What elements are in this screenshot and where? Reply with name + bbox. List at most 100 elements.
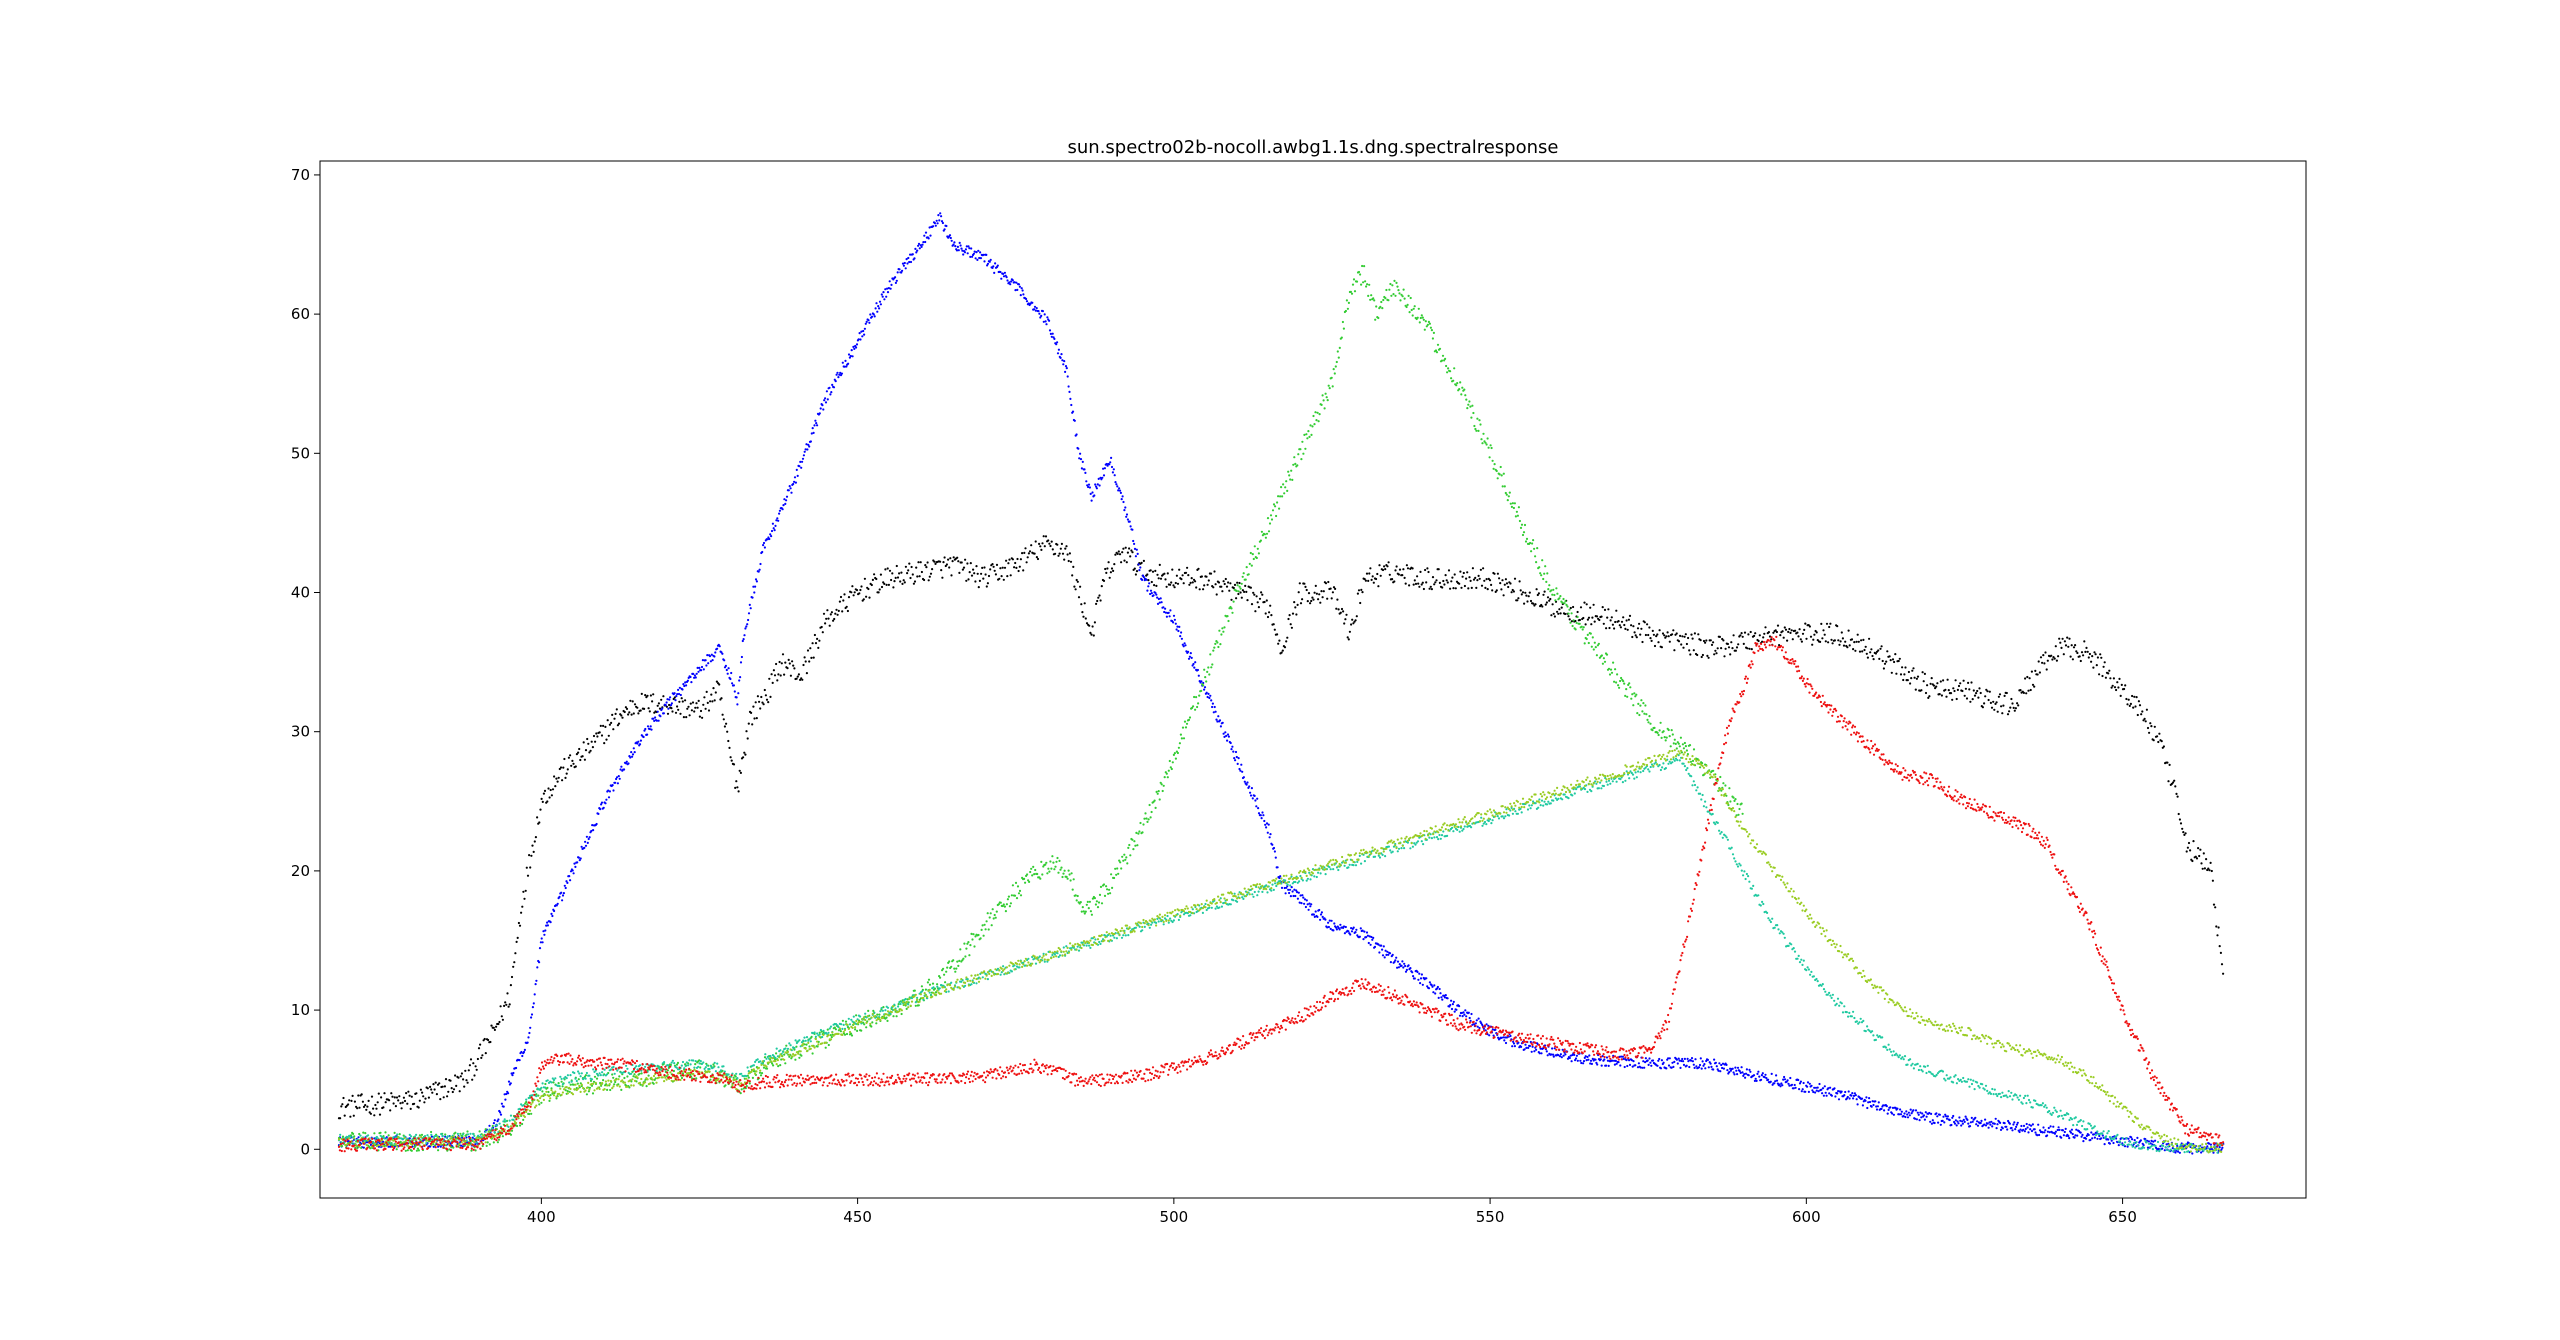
data-point xyxy=(1939,1123,1942,1126)
data-point xyxy=(1204,676,1207,679)
data-point xyxy=(646,733,649,736)
data-point xyxy=(1868,637,1871,640)
data-point xyxy=(966,252,969,255)
data-point xyxy=(543,933,546,936)
data-point xyxy=(1151,570,1155,573)
data-point xyxy=(1590,1062,1593,1065)
data-point xyxy=(689,702,692,705)
data-point xyxy=(1398,292,1401,295)
data-point xyxy=(2219,951,2222,955)
data-point xyxy=(1080,603,1083,606)
data-point xyxy=(1009,283,1012,286)
data-point xyxy=(901,262,905,265)
data-point xyxy=(1382,945,1385,948)
data-point xyxy=(1283,886,1286,890)
data-point xyxy=(557,1082,560,1085)
data-point xyxy=(843,365,846,368)
data-point xyxy=(2131,1138,2134,1141)
data-point xyxy=(1156,602,1160,606)
data-point xyxy=(614,712,617,716)
data-point xyxy=(1582,1062,1585,1065)
data-point xyxy=(1224,577,1227,581)
data-point xyxy=(701,659,705,662)
data-point xyxy=(722,718,725,721)
data-point xyxy=(2192,840,2195,843)
data-point xyxy=(697,699,700,703)
data-point xyxy=(1068,390,1071,393)
data-point xyxy=(1860,639,1863,642)
data-point xyxy=(1241,770,1244,773)
data-point xyxy=(617,722,621,725)
data-point xyxy=(429,1085,432,1088)
data-point xyxy=(969,944,972,947)
data-point xyxy=(367,1099,370,1102)
data-point xyxy=(1524,540,1528,543)
data-point xyxy=(563,757,566,761)
data-point xyxy=(1909,1108,1912,1111)
data-point xyxy=(1020,287,1023,290)
data-point xyxy=(1216,720,1219,723)
data-point xyxy=(794,1058,797,1061)
data-point xyxy=(1714,649,1717,652)
data-point xyxy=(906,572,909,575)
data-point xyxy=(484,1128,487,1131)
data-point xyxy=(1312,414,1315,418)
data-point xyxy=(410,1095,413,1098)
data-point xyxy=(1406,567,1410,570)
data-point xyxy=(1734,1066,1737,1069)
data-point xyxy=(843,593,846,596)
data-point xyxy=(372,1107,375,1110)
data-point xyxy=(754,585,757,588)
data-point xyxy=(380,1096,383,1099)
data-point xyxy=(762,1066,766,1069)
data-point xyxy=(630,751,633,754)
data-point xyxy=(1687,1060,1690,1063)
data-point xyxy=(1842,644,1846,647)
data-point xyxy=(2130,1136,2133,1139)
data-point xyxy=(1167,769,1170,772)
data-point xyxy=(1367,294,1370,297)
data-point xyxy=(957,560,960,563)
data-point xyxy=(530,1013,534,1016)
data-point xyxy=(1439,992,1442,995)
data-point xyxy=(1391,578,1394,581)
data-point xyxy=(398,1133,401,1136)
data-point xyxy=(2110,1139,2113,1142)
data-point xyxy=(1989,1123,1992,1126)
data-point xyxy=(1208,673,1211,676)
data-point xyxy=(383,1092,386,1095)
data-point xyxy=(1846,1095,1849,1099)
data-point xyxy=(1994,702,1997,706)
data-point xyxy=(388,1099,391,1102)
data-point xyxy=(1688,649,1691,652)
data-point xyxy=(1583,601,1586,604)
data-point xyxy=(1479,568,1482,571)
data-point xyxy=(1893,660,1896,664)
data-point xyxy=(777,1065,780,1068)
data-point xyxy=(389,1109,392,1112)
data-point xyxy=(1243,780,1246,783)
data-point xyxy=(1452,1000,1455,1004)
data-point xyxy=(1117,872,1120,875)
data-point xyxy=(1308,902,1311,905)
data-point xyxy=(1603,608,1607,612)
data-point xyxy=(376,1101,379,1104)
data-point xyxy=(1607,1064,1610,1067)
data-point xyxy=(943,228,946,231)
data-point xyxy=(1217,581,1221,584)
data-point xyxy=(1305,899,1308,902)
data-point xyxy=(883,582,886,586)
data-point xyxy=(414,1144,417,1147)
data-point xyxy=(1764,1073,1767,1076)
data-point xyxy=(2137,700,2140,703)
data-point xyxy=(1040,860,1043,864)
data-point xyxy=(572,872,575,875)
data-point xyxy=(2125,697,2128,701)
data-point xyxy=(1592,603,1595,606)
data-point xyxy=(545,924,548,927)
data-point xyxy=(1628,614,1632,618)
data-point xyxy=(645,1085,648,1088)
data-point xyxy=(771,522,775,525)
data-point xyxy=(340,1145,344,1148)
data-point xyxy=(1150,810,1153,814)
